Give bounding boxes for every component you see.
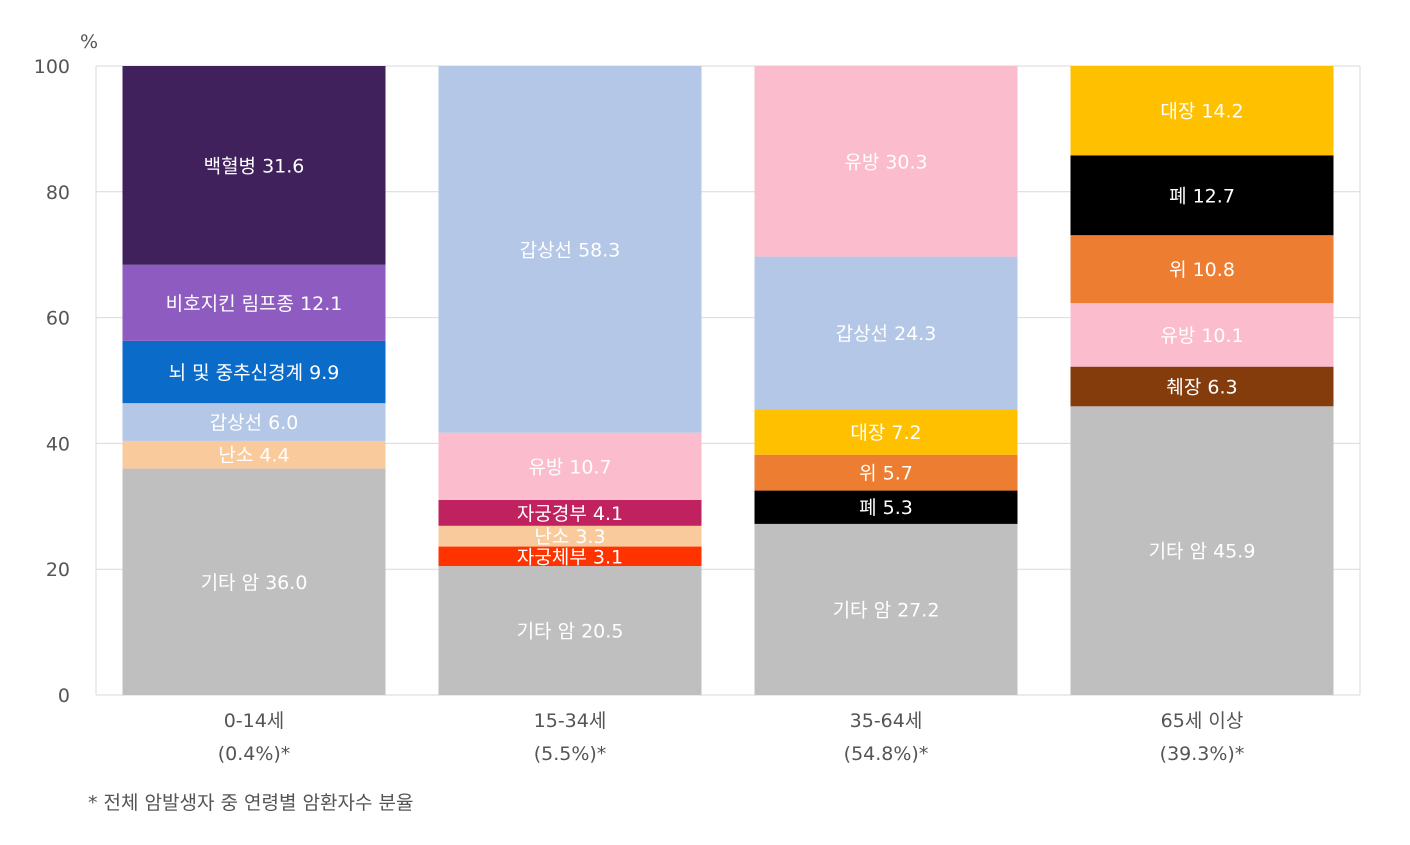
- x-category-share: (39.3%)*: [1160, 743, 1245, 765]
- bar-segment: [122, 468, 386, 695]
- segment-label: 폐 12.7: [1169, 185, 1235, 207]
- x-axis: 0-14세 (0.4%)* 15-34세 (5.5%)* 35-64세 (54.8%)* 6…: [218, 710, 1245, 765]
- bar-stack: 기타 암 27.2 폐 5.3 위 5.7 대장 7.2 갑상선 24.3 유방 30.3: [754, 66, 1018, 695]
- x-category-label: 0-14세: [224, 710, 285, 732]
- footnote: * 전체 암발생자 중 연령별 암환자수 분율: [88, 792, 414, 814]
- segment-label: 난소 4.4: [218, 445, 289, 467]
- bar-segment: [122, 440, 386, 469]
- segment-label: 갑상선 24.3: [836, 323, 937, 345]
- segment-label: 기타 암 27.2: [833, 599, 940, 621]
- y-tick-label: 100: [34, 56, 70, 78]
- bar-segment: [438, 432, 702, 501]
- bar-segment: [754, 256, 1018, 410]
- bar-segment: [122, 264, 386, 341]
- segment-label: 갑상선 58.3: [520, 239, 621, 261]
- x-category-label: 15-34세: [534, 710, 607, 732]
- bar-stack: 기타 암 45.9 췌장 6.3 유방 10.1 위 10.8 폐 12.7 대장 14.…: [1070, 66, 1334, 695]
- segment-label: 자궁체부 3.1: [517, 546, 623, 568]
- y-axis: % 0 20 40 60 80 100: [34, 31, 98, 707]
- bar-segment: [754, 490, 1018, 524]
- bar-segment: [1070, 366, 1334, 407]
- bar-stacks: 기타 암 36.0 난소 4.4 갑상선 6.0 뇌 및 중추신경계 9.9 비호지킨 …: [122, 66, 1334, 695]
- bar-segment: [1070, 303, 1334, 367]
- bar-segment: [122, 340, 386, 404]
- bar-segment: [1070, 406, 1334, 695]
- x-category-share: (0.4%)*: [218, 743, 291, 765]
- bar-segment: [754, 409, 1018, 455]
- bar-segment: [438, 566, 702, 695]
- bar-segment: [438, 500, 702, 526]
- bar-segment: [754, 523, 1018, 695]
- bar-stack: 기타 암 36.0 난소 4.4 갑상선 6.0 뇌 및 중추신경계 9.9 비호지킨 …: [122, 66, 386, 695]
- y-tick-label: 60: [46, 308, 70, 330]
- segment-label: 자궁경부 4.1: [517, 503, 623, 525]
- segment-label: 백혈병 31.6: [204, 155, 305, 177]
- segment-label: 갑상선 6.0: [210, 412, 299, 434]
- segment-label: 폐 5.3: [859, 497, 913, 519]
- x-category-share: (54.8%)*: [844, 743, 929, 765]
- bar-segment: [754, 454, 1018, 491]
- segment-label: 대장 14.2: [1160, 101, 1243, 123]
- bar-segment: [1070, 66, 1334, 156]
- segment-label: 기타 암 20.5: [517, 621, 624, 643]
- segment-label: 유방 10.7: [528, 456, 611, 478]
- segment-label: 췌장 6.3: [1166, 376, 1237, 398]
- x-category-label: 65세 이상: [1161, 710, 1244, 732]
- segment-label: 위 5.7: [859, 463, 913, 485]
- segment-label: 유방 10.1: [1160, 325, 1243, 347]
- segment-label: 유방 30.3: [844, 151, 927, 173]
- segment-label: 난소 3.3: [534, 526, 605, 548]
- segment-label: 위 10.8: [1169, 259, 1235, 281]
- x-category-share: (5.5%)*: [534, 743, 607, 765]
- bar-segment: [1070, 235, 1334, 304]
- segment-label: 비호지킨 림프종 12.1: [166, 293, 343, 315]
- y-tick-label: 80: [46, 182, 70, 204]
- y-tick-label: 40: [46, 433, 70, 455]
- bar-segment: [122, 66, 386, 265]
- bar-segment: [438, 525, 702, 547]
- y-unit-label: %: [80, 31, 98, 53]
- bar-segment: [1070, 155, 1334, 236]
- bar-segment: [122, 403, 386, 441]
- segment-label: 기타 암 45.9: [1149, 541, 1256, 563]
- bar-segment: [438, 546, 702, 567]
- x-category-label: 35-64세: [850, 710, 923, 732]
- y-tick-label: 20: [46, 559, 70, 581]
- segment-label: 대장 7.2: [850, 422, 921, 444]
- segment-label: 기타 암 36.0: [201, 572, 308, 594]
- bar-segment: [754, 66, 1018, 257]
- y-tick-label: 0: [58, 685, 70, 707]
- bar-segment: [438, 66, 702, 433]
- segment-label: 뇌 및 중추신경계 9.9: [169, 362, 340, 384]
